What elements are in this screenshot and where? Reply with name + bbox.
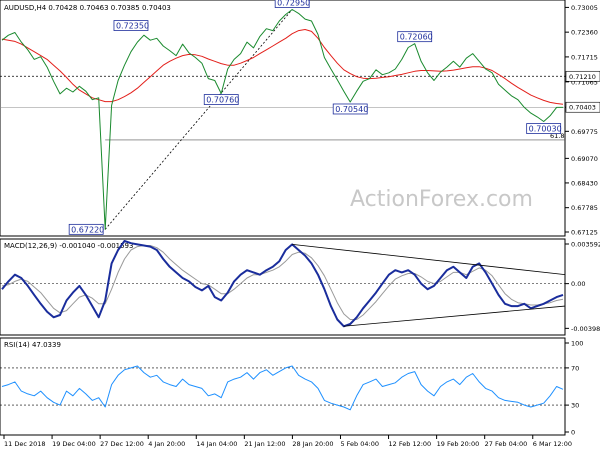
x-tick-label: 6 Mar 12:00	[533, 440, 572, 448]
price-annotation-box	[68, 223, 104, 235]
price-annotation-box	[203, 94, 239, 105]
y-tick-label: 0.71065	[571, 78, 598, 86]
macd-title: MACD(12,26,9) -0.001040 -0.001593	[4, 242, 133, 250]
rsi-panel-frame	[0, 337, 566, 436]
rsi-y-ticks: 100 70 30 0	[565, 340, 583, 437]
fib-label: 61.8	[550, 132, 564, 140]
x-tick-label: 27 Dec 12:00	[100, 440, 144, 448]
x-axis-ticks: 11 Dec 2018 19 Dec 04:00 27 Dec 12:00 4 Jan…	[3, 435, 572, 448]
x-tick-label: 14 Jan 04:00	[196, 440, 237, 448]
current-price-tag-label: 0.70403	[569, 104, 596, 112]
macd-series-layer	[0, 240, 566, 328]
macd-y-ticks: 0.003592 0.00 -0.003986	[565, 241, 600, 333]
level-price-tag	[565, 70, 600, 82]
price-annotation-box	[274, 0, 310, 8]
y-tick-label: 100	[571, 340, 583, 348]
x-tick-label: 12 Feb 12:00	[389, 440, 432, 448]
price-annotation-label: 0.72060	[400, 33, 433, 42]
y-tick-label: 0.72360	[571, 29, 598, 37]
y-tick-label: 0.69775	[571, 128, 598, 136]
price-annotation-label: 0.70760	[206, 96, 239, 105]
price-title: AUDUSD,H4 0.70428 0.70463 0.70385 0.7040…	[4, 4, 171, 12]
y-tick-label: 0.003592	[571, 241, 600, 249]
x-tick-label: 28 Jan 20:00	[292, 440, 333, 448]
macd-line	[1, 240, 564, 328]
x-tick-label: 19 Feb 20:00	[437, 440, 480, 448]
moving-average-line	[1, 29, 564, 105]
price-annotation-label: 0.70540	[335, 105, 368, 114]
y-tick-label: 0.69070	[571, 155, 598, 163]
x-tick-label: 4 Jan 20:00	[148, 440, 185, 448]
price-annotation-label: 0.72350	[116, 22, 149, 31]
macd-lower-trendline	[343, 305, 566, 327]
price-annotation-box	[397, 31, 433, 43]
y-tick-label: 0.00	[571, 280, 585, 288]
x-tick-label: 11 Dec 2018	[4, 440, 46, 448]
price-panel-frame	[0, 0, 566, 237]
y-tick-label: 0.67125	[571, 229, 598, 237]
price-annotation-box	[526, 123, 562, 134]
price-line	[1, 9, 563, 230]
rsi-line	[1, 365, 564, 411]
macd-upper-trendline	[292, 243, 566, 276]
current-price-tag	[565, 101, 600, 113]
level-price-tag-label: 0.71210	[569, 73, 596, 81]
x-tick-label: 5 Feb 04:00	[340, 440, 379, 448]
price-annotation-box	[113, 20, 149, 31]
x-tick-label: 21 Jan 12:00	[244, 440, 285, 448]
y-tick-label: 0	[571, 429, 575, 437]
fib-trend-line	[104, 9, 293, 230]
rsi-series-layer	[0, 365, 565, 411]
y-tick-label: 0.67785	[571, 204, 598, 212]
y-tick-label: 0.68430	[571, 179, 598, 187]
macd-panel-frame	[0, 238, 566, 336]
y-tick-label: -0.003986	[571, 325, 600, 333]
y-tick-label: 0.71715	[571, 53, 598, 61]
x-tick-label: 19 Dec 04:00	[52, 440, 96, 448]
price-annotation-label: 0.70030	[529, 125, 562, 134]
y-tick-label: 30	[571, 402, 579, 410]
y-tick-label: 70	[571, 364, 579, 372]
price-series-layer: 61.8	[0, 9, 565, 230]
price-annotation-label: 0.72950	[277, 0, 310, 8]
y-tick-label: 0.73005	[571, 4, 598, 12]
annotation-layer: 0.72350 0.70760 0.72950 0.70540 0.72060 0.700…	[68, 0, 562, 235]
price-annotation-label: 0.67220	[71, 225, 104, 234]
watermark: ActionForex.com	[350, 187, 533, 212]
rsi-title: RSI(14) 47.0339	[4, 341, 61, 349]
x-tick-label: 27 Feb 04:00	[485, 440, 528, 448]
price-annotation-box	[332, 103, 368, 115]
